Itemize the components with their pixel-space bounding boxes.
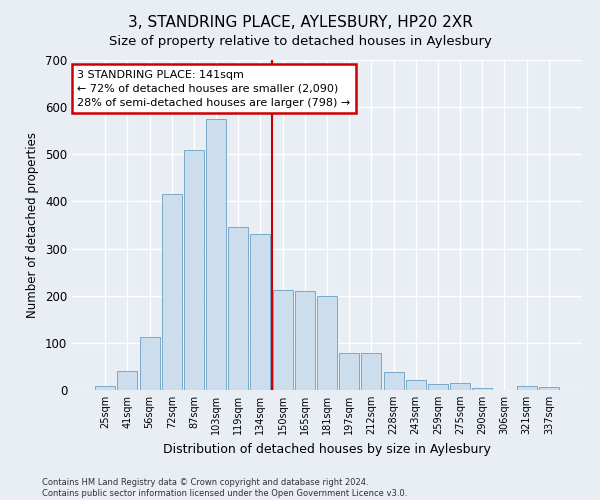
- Bar: [428, 384, 448, 390]
- Bar: [162, 194, 182, 390]
- Bar: [517, 386, 536, 390]
- Bar: [118, 371, 137, 390]
- Bar: [184, 150, 204, 390]
- Text: Size of property relative to detached houses in Aylesbury: Size of property relative to detached ho…: [109, 35, 491, 48]
- Bar: [295, 291, 315, 390]
- X-axis label: Distribution of detached houses by size in Aylesbury: Distribution of detached houses by size …: [163, 442, 491, 456]
- Bar: [206, 119, 226, 390]
- Text: Contains HM Land Registry data © Crown copyright and database right 2024.
Contai: Contains HM Land Registry data © Crown c…: [42, 478, 407, 498]
- Y-axis label: Number of detached properties: Number of detached properties: [26, 132, 40, 318]
- Bar: [406, 380, 426, 390]
- Bar: [228, 228, 248, 390]
- Bar: [140, 337, 160, 390]
- Text: 3 STANDRING PLACE: 141sqm
← 72% of detached houses are smaller (2,090)
28% of se: 3 STANDRING PLACE: 141sqm ← 72% of detac…: [77, 70, 350, 108]
- Text: 3, STANDRING PLACE, AYLESBURY, HP20 2XR: 3, STANDRING PLACE, AYLESBURY, HP20 2XR: [128, 15, 472, 30]
- Bar: [539, 386, 559, 390]
- Bar: [250, 234, 271, 390]
- Bar: [450, 383, 470, 390]
- Bar: [272, 290, 293, 390]
- Bar: [472, 388, 492, 390]
- Bar: [383, 372, 404, 390]
- Bar: [361, 353, 382, 390]
- Bar: [95, 386, 115, 390]
- Bar: [317, 296, 337, 390]
- Bar: [339, 353, 359, 390]
